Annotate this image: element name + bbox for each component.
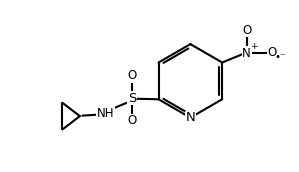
Text: +: +	[250, 42, 258, 51]
Text: O: O	[127, 69, 137, 82]
Text: O: O	[242, 24, 251, 37]
Text: NH: NH	[97, 107, 114, 120]
Text: N: N	[185, 111, 195, 124]
Text: N: N	[242, 47, 251, 60]
Text: S: S	[128, 92, 136, 105]
Text: O: O	[268, 46, 277, 59]
Text: •⁻: •⁻	[274, 52, 286, 62]
Text: O: O	[127, 114, 137, 127]
